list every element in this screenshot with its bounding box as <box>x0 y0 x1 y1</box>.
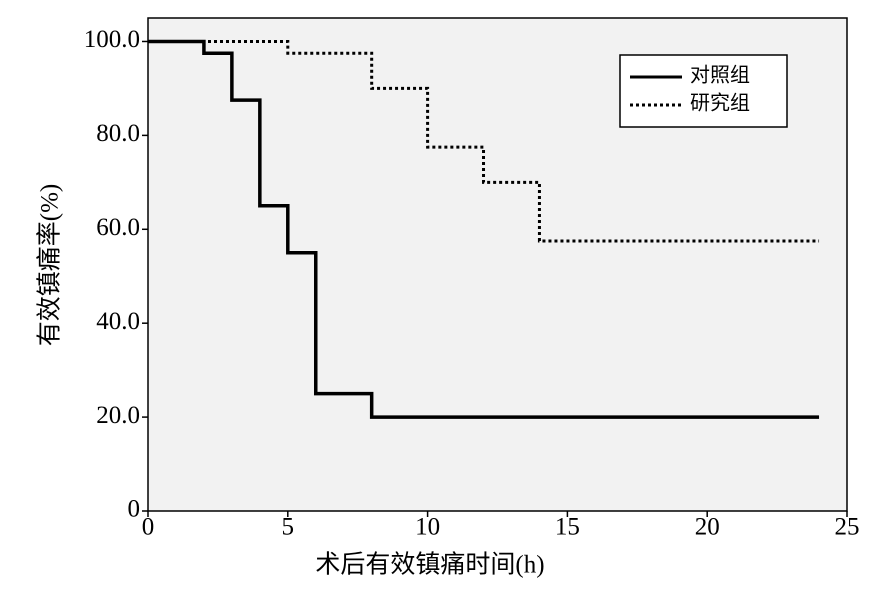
legend-label: 对照组 <box>690 64 750 87</box>
y-tick-label: 20.0 <box>96 402 140 429</box>
legend-label: 研究组 <box>690 92 750 115</box>
y-axis-label: 有效镇痛率(%) <box>36 184 64 346</box>
x-axis-label: 术后有效镇痛时间(h) <box>315 551 544 579</box>
y-tick-label: 0 <box>128 496 141 523</box>
y-tick-label: 80.0 <box>96 120 140 147</box>
x-tick-label: 20 <box>695 514 720 541</box>
legend-box <box>619 54 788 128</box>
x-tick-label: 25 <box>835 514 860 541</box>
y-tick-label: 100.0 <box>84 26 140 53</box>
step-line <box>148 39 820 243</box>
y-tick-label: 40.0 <box>96 308 140 335</box>
x-tick-label: 10 <box>415 514 440 541</box>
x-tick-label: 0 <box>142 514 155 541</box>
x-tick-label: 5 <box>282 514 295 541</box>
x-tick-label: 15 <box>555 514 580 541</box>
y-tick-label: 60.0 <box>96 214 140 241</box>
step-line <box>148 39 820 419</box>
